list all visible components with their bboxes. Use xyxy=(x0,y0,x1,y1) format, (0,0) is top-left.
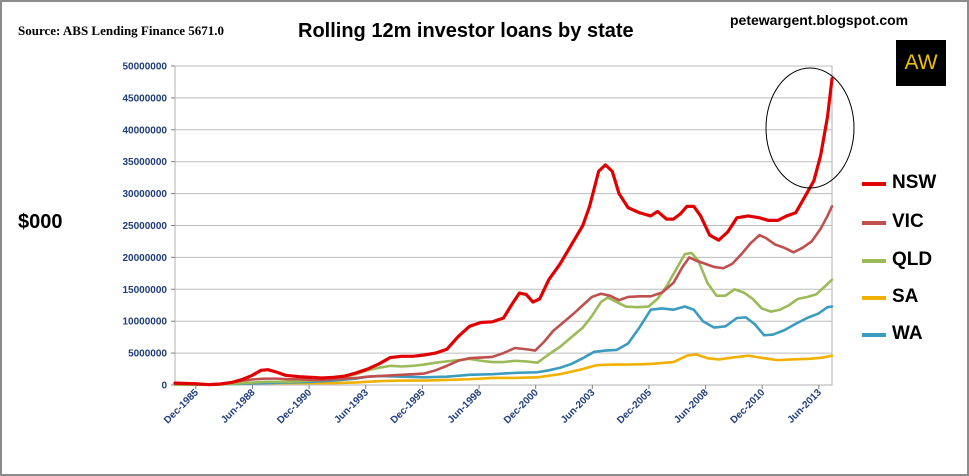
series-line-vic xyxy=(173,205,834,386)
x-tick-label: Dec-2010 xyxy=(729,387,768,426)
y-tick-label: 45000000 xyxy=(123,93,168,104)
legend-swatch-qld xyxy=(862,259,886,263)
x-tick-label: Dec-2005 xyxy=(615,387,654,426)
series-line-nsw xyxy=(173,77,834,387)
source-note: Source: ABS Lending Finance 5671.0 xyxy=(18,23,224,38)
legend-label-vic: VIC xyxy=(892,211,924,232)
y-tick-label: 25000000 xyxy=(123,221,168,232)
y-tick-label: 20000000 xyxy=(123,253,168,264)
chart-title: Rolling 12m investor loans by state xyxy=(298,20,634,42)
x-tick-label: Dec-1995 xyxy=(389,387,428,426)
legend-swatch-sa xyxy=(862,296,886,300)
legend-label-qld: QLD xyxy=(892,249,933,270)
y-tick-label: 5000000 xyxy=(128,349,167,360)
x-tick-label: Jun-2008 xyxy=(672,387,711,426)
y-tick-label: 40000000 xyxy=(123,125,168,136)
series-lines xyxy=(173,77,834,387)
y-unit-label: $000 xyxy=(18,211,63,233)
y-tick-label: 35000000 xyxy=(123,157,168,168)
x-tick-label: Dec-2000 xyxy=(502,387,541,426)
y-tick-label: 15000000 xyxy=(123,285,168,296)
x-tick-label: Jun-2013 xyxy=(786,387,825,426)
legend-label-sa: SA xyxy=(892,286,919,307)
highlight-ellipse xyxy=(765,67,855,189)
x-tick-label: Jun-1993 xyxy=(332,387,371,426)
series-line-sa xyxy=(173,353,834,387)
y-tick-label: 10000000 xyxy=(123,317,168,328)
y-tick-label: 50000000 xyxy=(123,62,168,73)
blog-url: petewargent.blogspot.com xyxy=(730,12,909,28)
y-axis-ticks: 0 5000000 10000000 15000000 20000000 25000000… xyxy=(123,62,175,392)
legend-swatch-wa xyxy=(862,333,886,337)
x-tick-label: Jun-2003 xyxy=(559,387,598,426)
x-tick-label: Jun-1998 xyxy=(446,387,485,426)
legend-label-wa: WA xyxy=(892,323,923,344)
aw-logo: AW xyxy=(896,40,946,86)
x-axis-ticks: Dec-1985 Jun-1988 Dec-1990 Jun-1993 Dec-1995… xyxy=(162,385,824,426)
legend-swatch-nsw xyxy=(862,182,886,186)
y-tick-label: 30000000 xyxy=(123,189,168,200)
logo-text: AW xyxy=(904,51,938,74)
legend-label-nsw: NSW xyxy=(892,172,937,193)
x-tick-label: Dec-1990 xyxy=(275,387,314,426)
y-tick-label: 0 xyxy=(161,381,167,392)
legend-swatch-vic xyxy=(862,221,886,225)
x-tick-label: Jun-1988 xyxy=(219,387,258,426)
x-tick-label: Dec-1985 xyxy=(162,387,201,426)
